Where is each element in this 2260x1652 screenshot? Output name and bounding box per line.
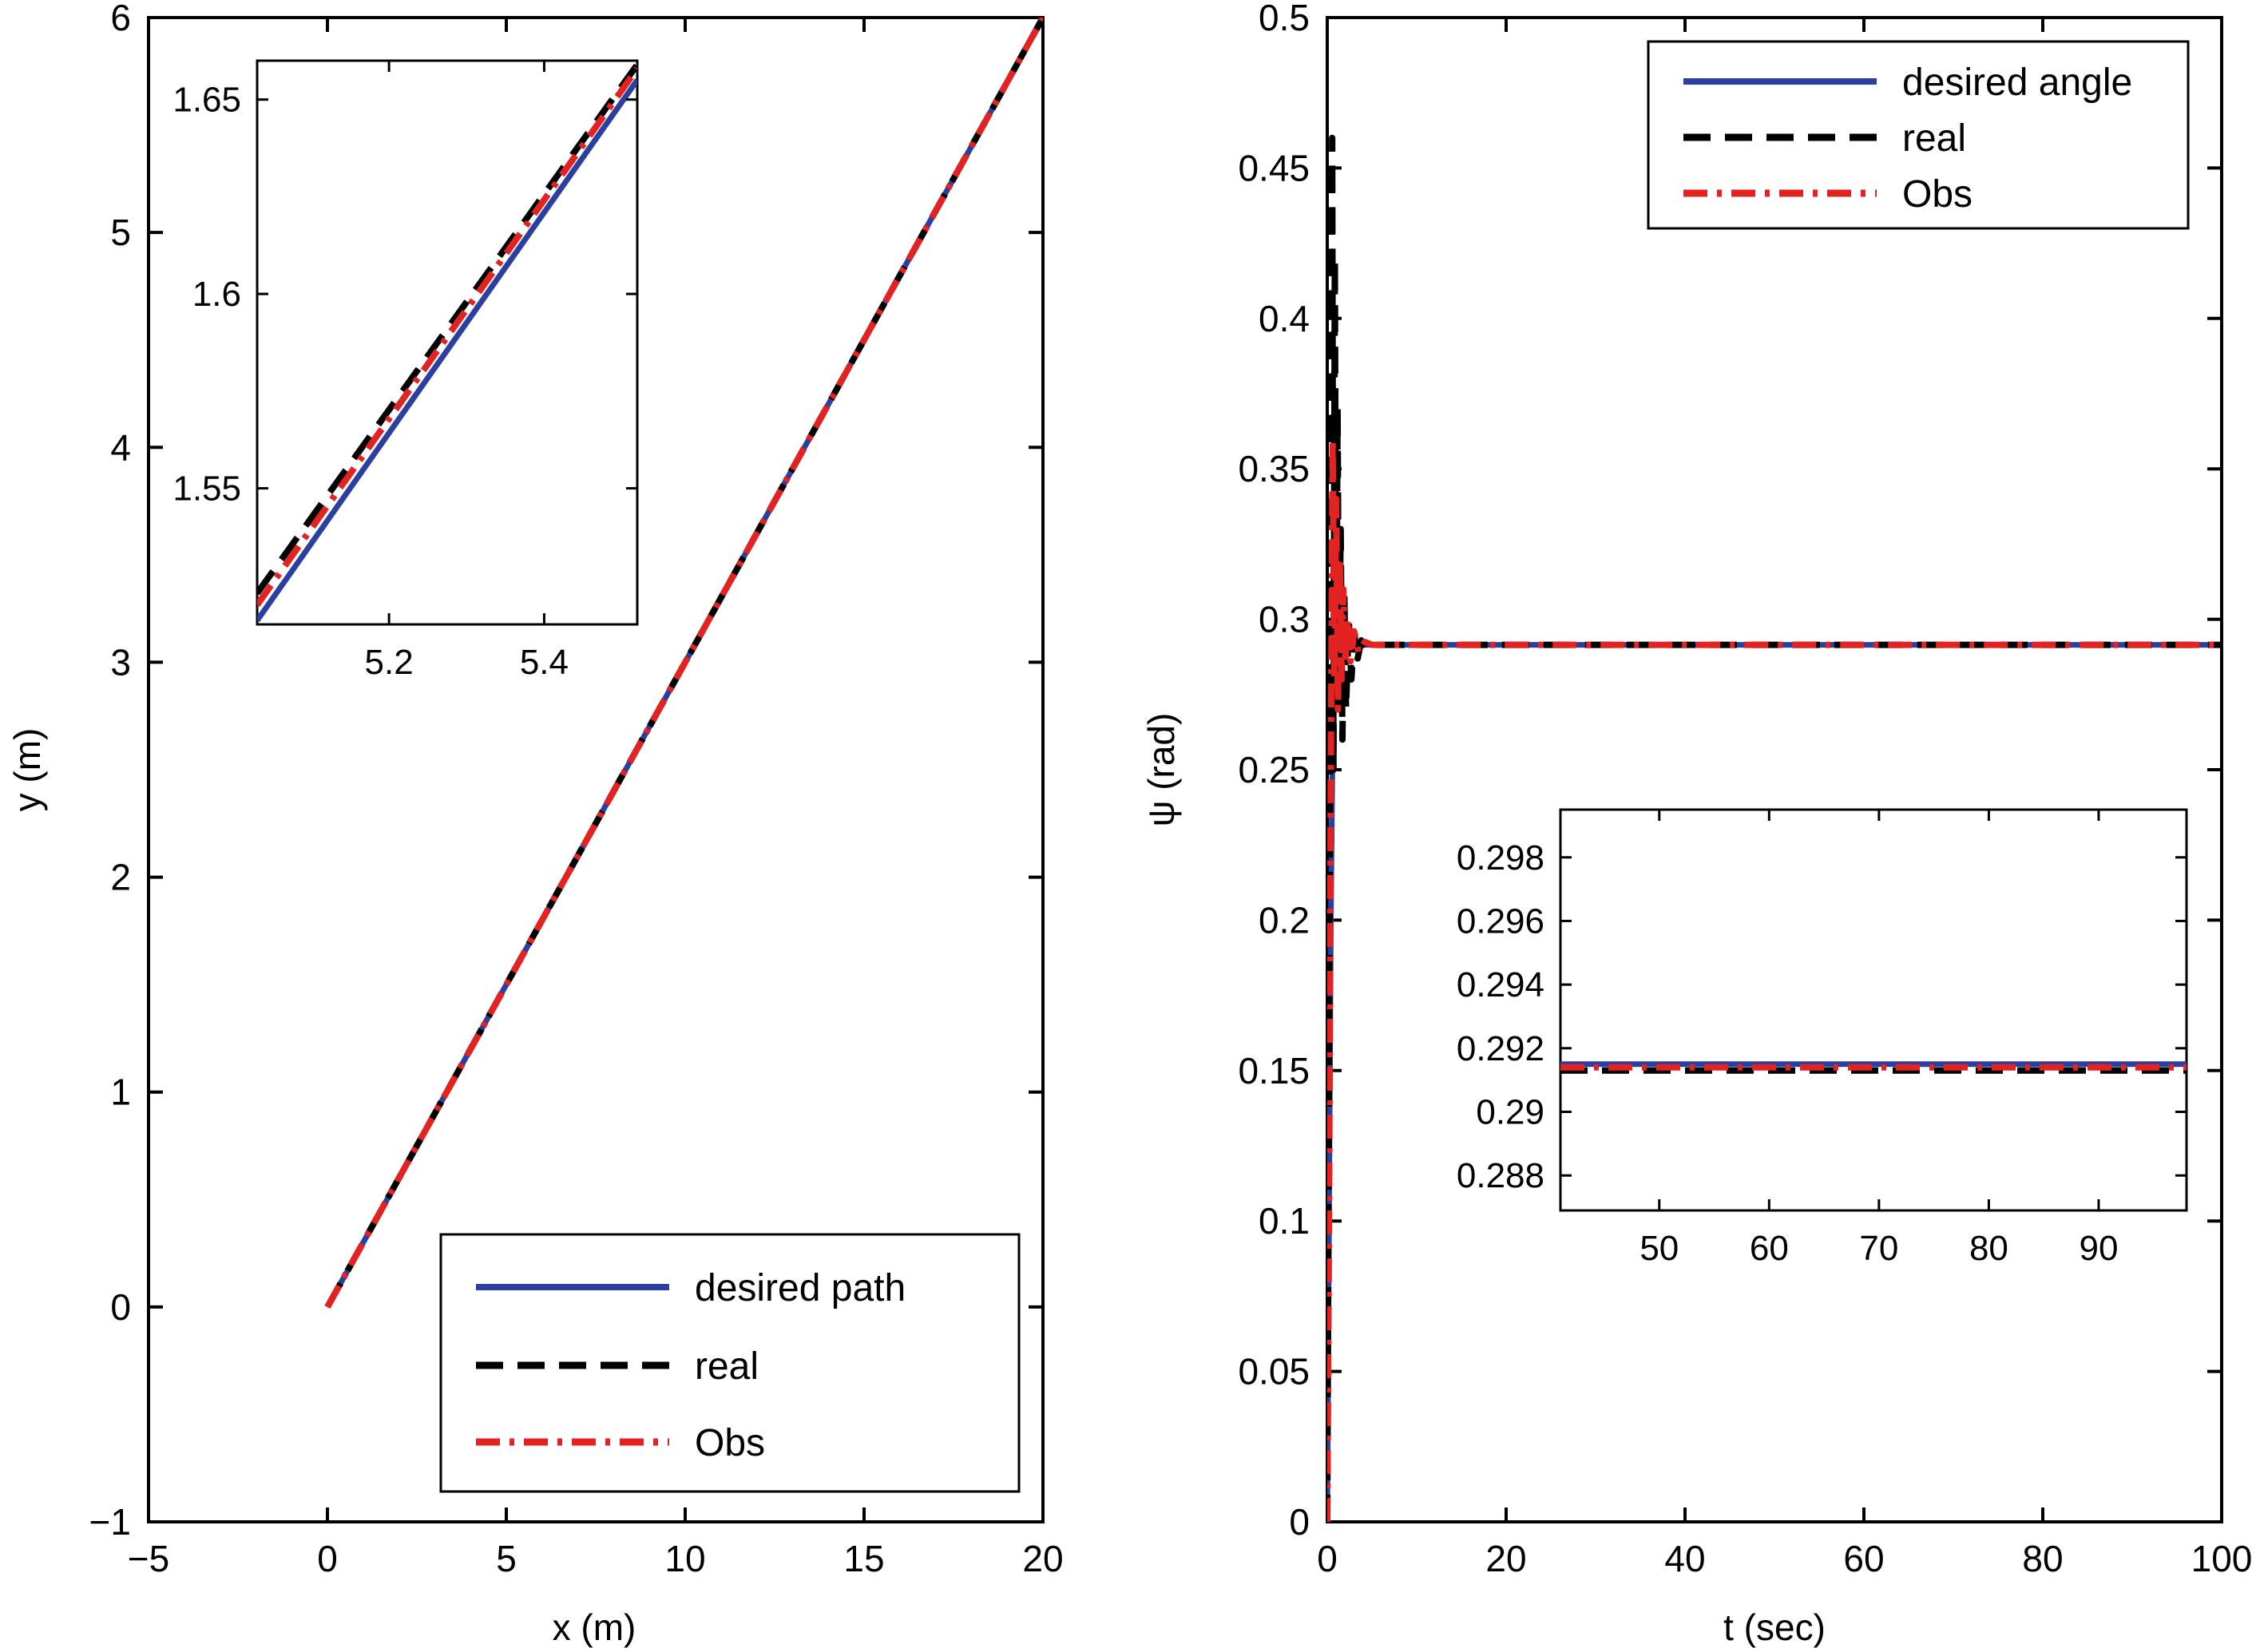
left-chart-path: −5 0 5 10 15 20 −1 0 1 2 3 4 5 6 x (m) y (m) 5.2 5.4 1.55 1… bbox=[6, 0, 1064, 1648]
x-tick-label: 40 bbox=[1664, 1538, 1705, 1579]
inset-x-tick-label: 70 bbox=[1859, 1229, 1898, 1268]
inset-y-tick-label: 1.55 bbox=[172, 469, 241, 509]
x-tick-label: 60 bbox=[1843, 1538, 1884, 1579]
inset-y-tick-label: 0.288 bbox=[1457, 1156, 1544, 1195]
x-tick-label: −5 bbox=[128, 1538, 169, 1579]
legend: desired path real Obs bbox=[439, 1233, 1021, 1493]
y-tick-label: 5 bbox=[110, 212, 131, 253]
x-tick-label: 20 bbox=[1022, 1538, 1063, 1579]
y-tick-label: 0.05 bbox=[1238, 1351, 1310, 1393]
y-tick-label: 3 bbox=[110, 641, 131, 683]
inset-x-tick-label: 90 bbox=[2079, 1229, 2118, 1268]
x-tick-label: 0 bbox=[1317, 1538, 1338, 1579]
series-line-real bbox=[1327, 134, 2222, 1522]
x-tick-label: 15 bbox=[843, 1538, 884, 1579]
x-axis-label: x (m) bbox=[553, 1606, 636, 1648]
y-tick-label: 0.3 bbox=[1259, 599, 1310, 640]
inset-y-tick-label: 0.294 bbox=[1457, 965, 1544, 1004]
y-tick-label: −1 bbox=[89, 1501, 131, 1543]
inset-plot: 50 60 70 80 90 0.288 0.29 0.292 0.294 0.296 0.298 bbox=[1457, 808, 2188, 1268]
y-tick-label: 0.45 bbox=[1238, 147, 1310, 188]
y-tick-label: 6 bbox=[110, 0, 131, 38]
x-tick-label: 10 bbox=[664, 1538, 705, 1579]
y-tick-label: 0.25 bbox=[1238, 749, 1310, 790]
plot-frame bbox=[147, 16, 1045, 1523]
legend: desired angle real Obs bbox=[1647, 40, 2190, 230]
inset-series-group bbox=[257, 62, 637, 623]
inset-y-tick-label: 1.65 bbox=[172, 81, 241, 120]
x-tick-label: 0 bbox=[317, 1538, 338, 1579]
x-tick-label: 100 bbox=[2191, 1538, 2253, 1579]
legend-label: desired path bbox=[695, 1267, 906, 1309]
inset-series-line-desired-path bbox=[257, 78, 637, 623]
inset-x-tick-label: 5.4 bbox=[520, 643, 569, 682]
legend-label: desired angle bbox=[1902, 61, 2132, 104]
x-tick-label: 20 bbox=[1485, 1538, 1526, 1579]
inset-plot: 5.2 5.4 1.55 1.6 1.65 bbox=[172, 59, 639, 682]
inset-y-tick-label: 0.292 bbox=[1457, 1029, 1544, 1068]
inset-y-tick-label: 0.298 bbox=[1457, 838, 1544, 878]
y-tick-label: 1 bbox=[110, 1072, 131, 1113]
inset-y-tick-label: 0.29 bbox=[1476, 1092, 1544, 1131]
x-axis-label: t (sec) bbox=[1723, 1606, 1826, 1648]
legend-label: real bbox=[1902, 117, 1966, 160]
inset-x-tick-label: 5.2 bbox=[365, 643, 414, 682]
series-line-Obs bbox=[1327, 435, 2222, 1522]
series-group bbox=[1327, 134, 2222, 1522]
legend-label: Obs bbox=[1902, 173, 1973, 216]
inset-x-tick-label: 80 bbox=[1969, 1229, 2008, 1268]
y-axis-label: y (m) bbox=[6, 728, 48, 812]
legend-label: Obs bbox=[695, 1422, 765, 1464]
y-axis-label: ψ (rad) bbox=[1140, 713, 1182, 827]
inset-series-group bbox=[1560, 1061, 2187, 1074]
y-tick-label: 0 bbox=[110, 1286, 131, 1328]
series-line-Obs bbox=[324, 18, 1043, 1309]
inset-x-tick-label: 50 bbox=[1639, 1229, 1679, 1268]
x-tick-label: 5 bbox=[496, 1538, 517, 1579]
legend-label: real bbox=[695, 1345, 759, 1388]
series-group bbox=[324, 18, 1043, 1309]
y-tick-label: 0.5 bbox=[1259, 0, 1310, 38]
y-tick-label: 0.35 bbox=[1238, 448, 1310, 489]
y-tick-label: 0.15 bbox=[1238, 1050, 1310, 1091]
right-chart-angle: 0 20 40 60 80 100 0 0.05 0.1 0.15 0.2 0.25 0.3 0.35 0.… bbox=[1140, 0, 2252, 1648]
inset-frame bbox=[1559, 808, 2188, 1212]
inset-series-line-real bbox=[257, 62, 637, 596]
y-tick-label: 0.2 bbox=[1259, 899, 1310, 941]
inset-series-line-Obs bbox=[257, 66, 637, 608]
y-tick-label: 0.1 bbox=[1259, 1200, 1310, 1242]
inset-y-tick-label: 0.296 bbox=[1457, 901, 1544, 941]
x-tick-label: 80 bbox=[2022, 1538, 2063, 1579]
y-tick-label: 2 bbox=[110, 857, 131, 898]
inset-x-tick-label: 60 bbox=[1750, 1229, 1789, 1268]
y-tick-label: 0 bbox=[1289, 1501, 1310, 1543]
series-line-real bbox=[324, 18, 1043, 1309]
inset-y-tick-label: 1.6 bbox=[192, 275, 241, 314]
y-tick-label: 0.4 bbox=[1259, 298, 1310, 339]
y-tick-label: 4 bbox=[110, 426, 131, 468]
